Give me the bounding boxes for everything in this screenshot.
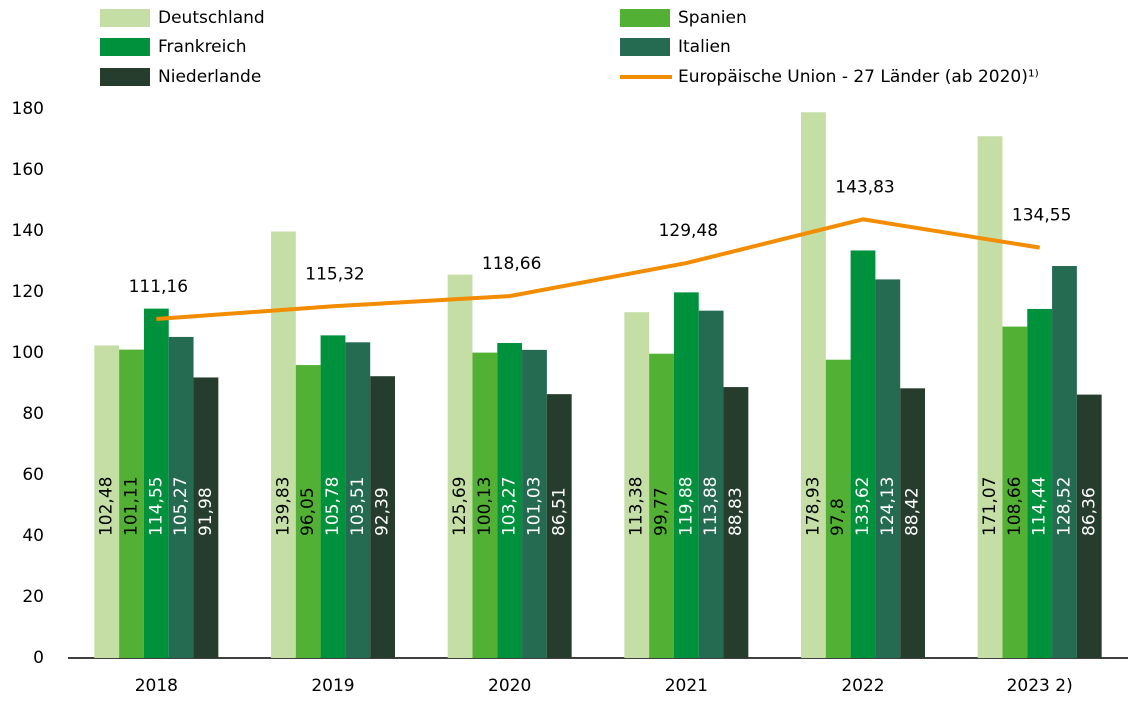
bar-value-label: 100,13 — [475, 477, 495, 536]
bar-value-label: 125,69 — [450, 477, 470, 536]
bar — [447, 274, 473, 658]
bar — [1027, 308, 1053, 658]
bar-value-label: 128,52 — [1054, 477, 1074, 536]
bar — [673, 292, 699, 658]
bar — [370, 376, 395, 658]
bar-value-label: 97,8 — [828, 498, 848, 536]
bar-value-label: 113,88 — [701, 477, 721, 536]
bar — [900, 388, 925, 658]
x-tick-label: 2021 — [665, 676, 708, 696]
y-tick-label: 20 — [22, 587, 44, 607]
y-tick-label: 40 — [22, 526, 44, 546]
bar-value-label: 114,55 — [146, 477, 166, 536]
bar-value-label: 86,51 — [549, 487, 569, 536]
bar-value-label: 124,13 — [878, 477, 898, 536]
x-tick-label: 2019 — [311, 676, 354, 696]
bar — [497, 343, 523, 658]
bar — [977, 136, 1003, 658]
legend-swatch — [620, 9, 670, 27]
bar-value-label: 171,07 — [980, 477, 1000, 536]
bar — [698, 310, 724, 658]
bar — [193, 377, 219, 658]
y-tick-label: 0 — [33, 648, 44, 668]
x-tick-label: 2018 — [135, 676, 178, 696]
bar — [801, 112, 826, 659]
bar — [624, 312, 650, 658]
legend-label: Deutschland — [158, 8, 265, 28]
legend-label: Italien — [678, 37, 731, 57]
y-tick-label: 60 — [22, 465, 44, 485]
y-tick-label: 80 — [22, 404, 44, 424]
y-tick-label: 180 — [12, 99, 44, 119]
bar — [295, 365, 321, 658]
line-value-label: 129,48 — [659, 221, 718, 241]
legend-swatch — [100, 68, 150, 86]
legend-label: Niederlande — [158, 67, 261, 87]
line-value-label: 134,55 — [1012, 206, 1071, 226]
bar-value-label: 105,78 — [323, 477, 343, 536]
bar-value-label: 139,83 — [273, 477, 293, 536]
bar — [168, 336, 194, 658]
x-tick-label: 2022 — [841, 676, 884, 696]
bar-value-label: 105,27 — [171, 477, 191, 536]
bar-value-label: 108,66 — [1005, 477, 1025, 536]
bar — [875, 279, 901, 658]
bar — [1076, 394, 1102, 658]
y-tick-label: 160 — [12, 160, 44, 180]
bar — [345, 342, 371, 658]
bar-value-label: 133,62 — [853, 477, 873, 536]
y-tick-label: 140 — [12, 221, 44, 241]
bar — [1002, 326, 1028, 658]
bar — [850, 250, 876, 659]
bar — [94, 345, 120, 658]
bar-value-label: 103,27 — [500, 477, 520, 536]
line — [156, 217, 1040, 321]
y-tick-label: 100 — [12, 343, 44, 363]
bar — [825, 359, 851, 658]
y-tick-label: 120 — [12, 282, 44, 302]
bar-value-label: 99,77 — [652, 487, 672, 536]
x-tick-label: 2020 — [488, 676, 531, 696]
bar — [723, 387, 749, 658]
legend-label: Europäische Union - 27 Länder (ab 2020)¹… — [678, 67, 1039, 87]
line-value-label: 118,66 — [482, 254, 541, 274]
bar-value-label: 101,03 — [524, 477, 544, 536]
bar-value-label: 103,51 — [348, 477, 368, 536]
bar-value-label: 113,38 — [627, 477, 647, 536]
bar-value-label: 114,44 — [1030, 477, 1050, 536]
bar — [119, 349, 144, 658]
bar — [472, 352, 498, 658]
bar — [522, 349, 547, 658]
bar — [143, 308, 169, 658]
bar-value-label: 102,48 — [97, 477, 117, 536]
bar — [271, 231, 296, 658]
legend-swatch — [100, 9, 150, 27]
bar-value-label: 178,93 — [803, 477, 823, 536]
bar-value-label: 119,88 — [676, 477, 696, 536]
bar — [649, 353, 674, 658]
bar — [320, 335, 346, 658]
bar-value-label: 101,11 — [122, 477, 142, 536]
bar-value-label: 86,36 — [1079, 487, 1099, 536]
line-value-label: 115,32 — [305, 264, 364, 284]
bar-value-label: 88,42 — [903, 487, 923, 536]
line-value-label: 111,16 — [129, 277, 188, 297]
x-tick-label: 2023 2) — [1007, 676, 1073, 696]
legend-swatch — [620, 38, 670, 56]
line-value-label: 143,83 — [835, 177, 894, 197]
bar-value-label: 91,98 — [196, 487, 216, 536]
bar — [546, 394, 572, 658]
bar-value-label: 88,83 — [726, 487, 746, 536]
bar — [1052, 266, 1077, 658]
legend-label: Frankreich — [158, 37, 247, 57]
bar-value-label: 92,39 — [373, 487, 393, 536]
bar-value-label: 96,05 — [298, 487, 318, 536]
legend-swatch — [100, 38, 150, 56]
legend-label: Spanien — [678, 8, 747, 28]
